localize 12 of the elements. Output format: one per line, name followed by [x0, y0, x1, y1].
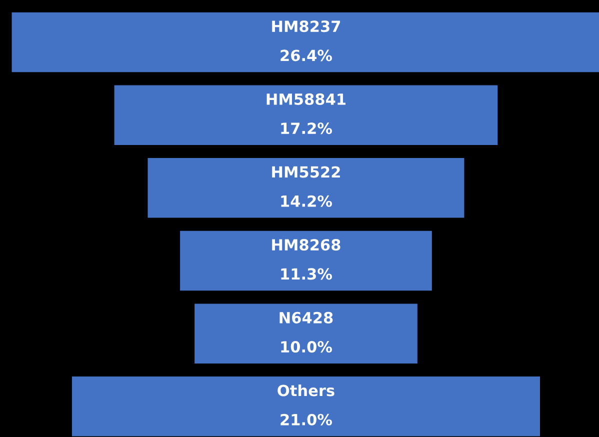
category-label: Others	[278, 384, 334, 396]
category-label: N6428	[280, 312, 333, 324]
category-label: HM5522	[272, 166, 340, 178]
data-label: 17.2%	[281, 122, 332, 134]
data-label: 14.2%	[281, 195, 332, 207]
category-label: HM8237	[272, 20, 340, 32]
data-label: 11.3%	[281, 268, 332, 280]
category-label: HM58841	[266, 93, 346, 105]
data-label: 21.0%	[280, 414, 332, 426]
data-label: 10.0%	[281, 341, 332, 353]
data-label: 26.4%	[280, 50, 332, 62]
category-label: HM8268	[272, 239, 340, 251]
